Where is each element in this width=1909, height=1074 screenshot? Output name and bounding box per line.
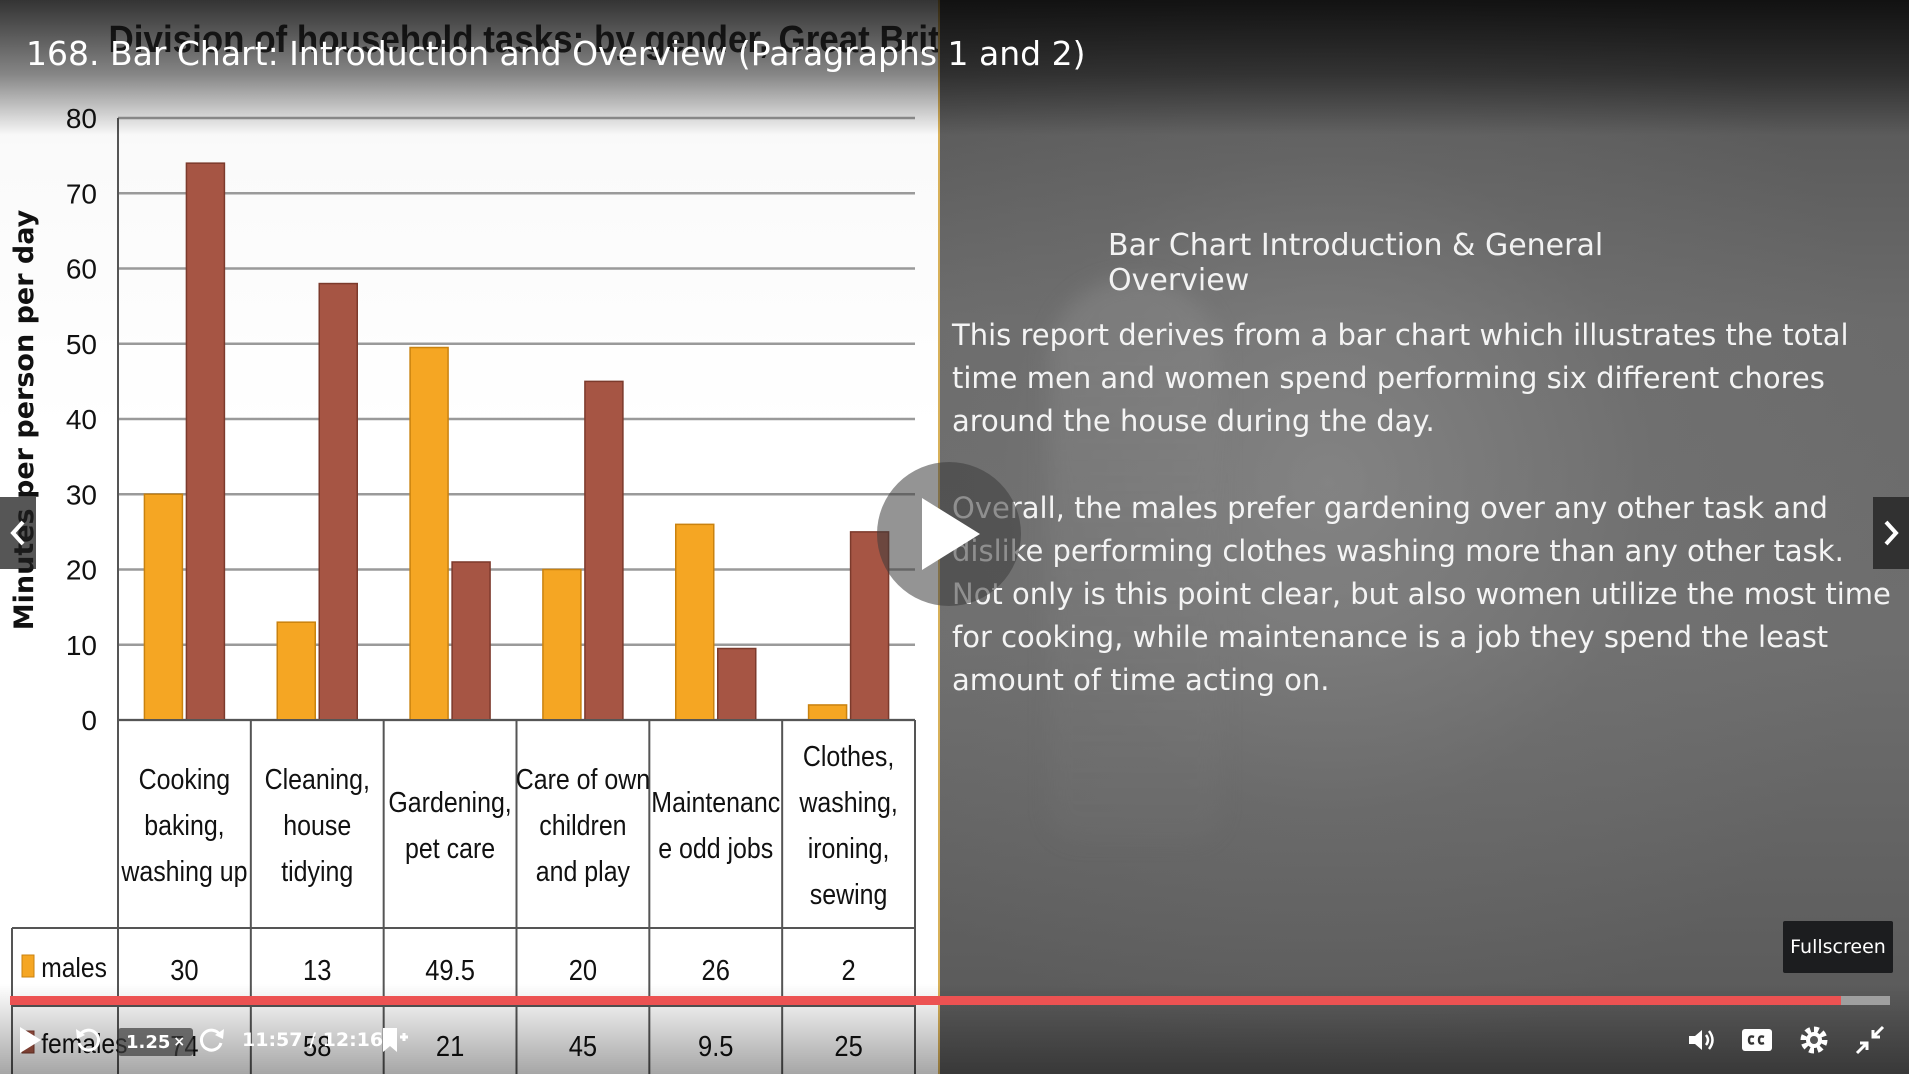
y-tick-label: 0 <box>81 705 97 736</box>
y-tick-label: 60 <box>66 254 97 285</box>
settings-button[interactable] <box>1792 1020 1836 1060</box>
y-tick-label: 10 <box>66 630 97 661</box>
bar-females-1 <box>318 282 358 721</box>
forward-button[interactable] <box>192 1020 232 1060</box>
data-label-males: 30 <box>170 953 198 986</box>
play-icon <box>922 498 980 570</box>
playback-speed-button[interactable]: 1.25 × <box>118 1028 194 1056</box>
x-category-label: Care of own <box>516 763 650 795</box>
data-label-males: 20 <box>569 953 597 986</box>
slide-paragraph-overview: Overall, the males prefer gardening over… <box>952 491 1891 697</box>
slide-paragraph-intro: This report derives from a bar chart whi… <box>952 318 1849 438</box>
captions-button[interactable] <box>1735 1020 1779 1060</box>
data-label-females: 25 <box>834 1029 862 1062</box>
x-category-label: and play <box>536 855 631 887</box>
bar-chart: Division of household tasks: by gender, … <box>9 18 938 1074</box>
time-display: 11:57 / 12:16 <box>242 1029 384 1051</box>
x-category-label: house <box>283 809 351 841</box>
x-category-label: washing up <box>120 855 247 887</box>
x-category-label: children <box>539 809 626 841</box>
volume-icon <box>1689 1030 1714 1050</box>
x-category-label: sewing <box>810 878 888 910</box>
progress-fill <box>10 996 1842 1005</box>
next-lecture-button[interactable] <box>1873 497 1909 569</box>
x-category-label: pet care <box>405 832 495 864</box>
add-bookmark-button[interactable] <box>374 1020 414 1060</box>
presenter-figure <box>1050 280 1220 840</box>
x-category-label: ironing, <box>808 832 890 864</box>
chart-slide: Division of household tasks: by gender, … <box>0 0 940 1074</box>
bar-females-2 <box>451 561 491 721</box>
x-category-label: baking, <box>144 809 224 841</box>
center-play-button[interactable] <box>877 462 1021 606</box>
x-category-label: Clothes, <box>803 740 894 772</box>
x-category-label: washing, <box>798 786 897 818</box>
volume-button[interactable] <box>1681 1020 1725 1060</box>
rewind-icon <box>76 1028 101 1052</box>
data-label-males: 49.5 <box>425 953 475 986</box>
y-tick-label: 50 <box>66 329 97 360</box>
exit-fullscreen-button[interactable] <box>1848 1020 1892 1060</box>
data-label-females: 58 <box>303 1029 331 1062</box>
data-label-males: 13 <box>303 953 331 986</box>
y-tick-label: 70 <box>66 178 97 209</box>
y-tick-label: 40 <box>66 404 97 435</box>
lecture-title: 168. Bar Chart: Introduction and Overvie… <box>26 34 1086 73</box>
x-category-label: e odd jobs <box>658 832 773 864</box>
playback-speed-value: 1.25 <box>126 1031 171 1053</box>
bar-males-5 <box>807 704 848 721</box>
fullscreen-tooltip: Fullscreen <box>1783 921 1893 973</box>
bar-males-4 <box>675 523 715 721</box>
gear-icon <box>1800 1026 1828 1054</box>
data-label-males: 26 <box>702 953 730 986</box>
data-label-females: 21 <box>436 1029 464 1062</box>
bookmark-icon <box>383 1028 408 1052</box>
play-icon <box>20 1027 41 1053</box>
x-category-label: Cleaning, <box>265 763 370 795</box>
forward-icon <box>199 1028 224 1052</box>
bar-males-3 <box>542 568 582 721</box>
previous-lecture-button[interactable] <box>0 497 36 569</box>
cc-icon <box>1742 1029 1772 1051</box>
x-category-label: Cooking <box>139 763 230 795</box>
bar-males-1 <box>276 621 316 721</box>
x-category-label: tidying <box>281 855 353 887</box>
rewind-button[interactable] <box>68 1020 108 1060</box>
bar-females-3 <box>584 380 624 721</box>
data-label-females: 9.5 <box>698 1029 733 1062</box>
chevron-left-icon <box>10 520 25 546</box>
legend-label-females: females <box>41 1028 127 1060</box>
x-category-label: Maintenanc <box>651 786 780 818</box>
progress-bar[interactable] <box>10 996 1890 1005</box>
x-category-label: Gardening, <box>388 786 511 818</box>
legend-swatch-males <box>21 954 35 978</box>
bar-males-0 <box>143 493 184 721</box>
bar-females-0 <box>185 162 226 721</box>
data-label-females: 45 <box>569 1029 597 1062</box>
bar-males-2 <box>409 346 449 721</box>
playback-speed-suffix: × <box>173 1034 186 1050</box>
data-label-males: 2 <box>841 953 855 986</box>
y-tick-label: 20 <box>66 555 97 586</box>
legend-label-males: males <box>41 952 107 984</box>
y-tick-label: 30 <box>66 479 97 510</box>
play-button[interactable] <box>10 1020 50 1060</box>
slide-heading: Bar Chart Introduction & General Overvie… <box>1108 228 1604 298</box>
title-bar: 168. Bar Chart: Introduction and Overvie… <box>0 0 1909 135</box>
bar-females-4 <box>717 647 757 721</box>
chevron-right-icon <box>1884 520 1899 546</box>
exit-fullscreen-icon <box>1855 1025 1885 1055</box>
